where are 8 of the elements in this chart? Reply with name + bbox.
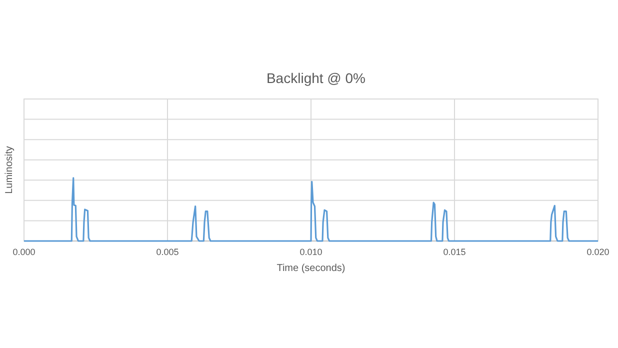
- x-tick-label: 0.015: [443, 247, 466, 257]
- chart-title: Backlight @ 0%: [266, 70, 366, 86]
- y-axis-title: Luminosity: [4, 146, 15, 194]
- x-tick-label: 0.020: [586, 247, 610, 257]
- x-tick-label: 0.010: [300, 247, 322, 257]
- x-tick-label: 0.005: [156, 247, 179, 257]
- x-tick-label: 0.000: [12, 247, 36, 257]
- x-axis-title: Time (seconds): [276, 263, 346, 274]
